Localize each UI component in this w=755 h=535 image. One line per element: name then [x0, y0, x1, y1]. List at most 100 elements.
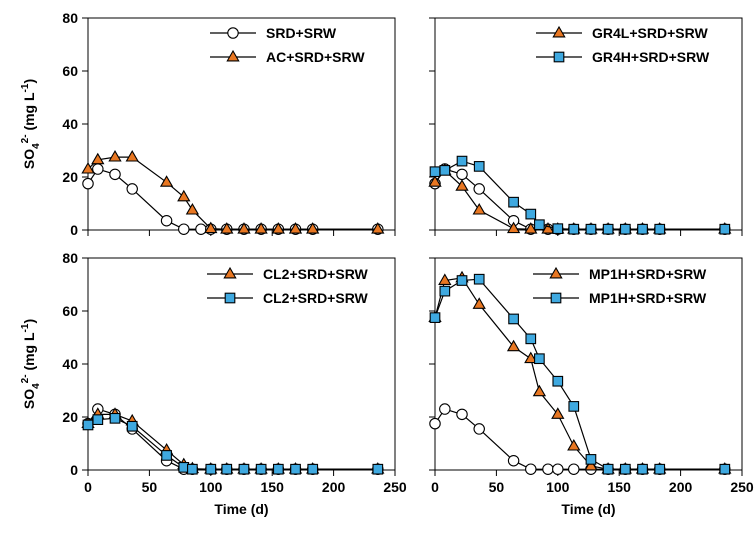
- legend-marker: [227, 27, 239, 39]
- legend-label: MP1H+SRD+SRW: [589, 290, 707, 306]
- data-point: [568, 223, 580, 235]
- data-point: [472, 297, 486, 309]
- x-tick-label: 150: [608, 479, 632, 495]
- data-point: [438, 273, 452, 285]
- data-point: [221, 463, 233, 475]
- legend: SRD+SRW AC+SRD+SRW: [210, 25, 365, 65]
- data-point: [272, 463, 284, 475]
- series-srd-srw-0: [82, 163, 384, 235]
- data-point: [238, 463, 250, 475]
- data-point: [508, 196, 519, 208]
- data-point: [439, 165, 451, 176]
- data-point: [532, 384, 547, 397]
- data-point: [456, 168, 468, 181]
- x-tick-label: 250: [383, 479, 407, 495]
- data-point: [288, 222, 303, 234]
- series-srd-srw-reference-0: [429, 403, 731, 475]
- data-point: [602, 223, 614, 235]
- y-tick-label: 60: [62, 303, 78, 319]
- legend-marker: [224, 292, 236, 304]
- data-point: [508, 313, 519, 325]
- data-point: [220, 222, 234, 234]
- data-point: [637, 463, 648, 475]
- series-cl2-srd-srw-2: [82, 412, 384, 475]
- data-point: [585, 454, 597, 465]
- legend: GR4L+SRD+SRW GR4H+SRD+SRW: [536, 25, 710, 65]
- data-point: [719, 223, 731, 235]
- y-tick-label: 40: [62, 356, 78, 372]
- data-point: [306, 222, 320, 234]
- y-tick-label: 60: [62, 63, 78, 79]
- data-point: [473, 183, 485, 195]
- legend-marker: [226, 49, 240, 62]
- series-srd-srw-reference-0: [82, 403, 384, 475]
- data-point: [456, 275, 468, 286]
- data-point: [619, 463, 631, 475]
- legend-label: CL2+SRD+SRW: [263, 290, 369, 306]
- x-axis-label: Time (d): [214, 501, 268, 517]
- y-axis-label: SO42- (mg L-1): [20, 319, 42, 409]
- data-point: [506, 221, 521, 234]
- x-tick-label: 100: [199, 479, 223, 495]
- legend: CL2+SRD+SRW CL2+SRD+SRW: [207, 266, 369, 306]
- data-point: [109, 412, 121, 424]
- data-point: [552, 463, 564, 475]
- series-ac-srd-srw-1: [81, 149, 385, 234]
- data-point: [439, 403, 451, 415]
- y-axis-label: SO42- (mg L-1): [20, 79, 42, 169]
- x-tick-label: 50: [142, 479, 158, 495]
- data-point: [254, 222, 268, 234]
- data-point: [429, 312, 441, 323]
- data-point: [455, 179, 469, 191]
- chart-panel-top-left: 0 20 40 60 80 SO42- (mg L-1) SRD+SRW AC+SRD+SRW: [20, 10, 396, 238]
- series-srd-srw-reference-0: [429, 163, 731, 235]
- series-line: [87, 168, 378, 230]
- legend-label: GR4H+SRD+SRW: [592, 49, 710, 65]
- data-point: [255, 463, 267, 475]
- data-point: [619, 223, 631, 235]
- data-point: [507, 454, 520, 467]
- data-point: [456, 155, 468, 167]
- x-tick-label: 200: [669, 479, 693, 495]
- legend-label: SRD+SRW: [266, 25, 337, 41]
- data-point: [524, 222, 538, 234]
- data-point: [429, 166, 441, 178]
- legend: MP1H+SRD+SRW MP1H+SRD+SRW: [533, 266, 707, 306]
- data-point: [602, 463, 614, 475]
- data-point: [307, 463, 319, 475]
- x-tick-label: 50: [489, 479, 505, 495]
- legend-label: MP1H+SRD+SRW: [589, 266, 707, 282]
- legend-label: CL2+SRD+SRW: [263, 266, 369, 282]
- series-cl2-srd-srw-1: [81, 407, 385, 474]
- x-axis-label: Time (d): [561, 501, 615, 517]
- data-point: [456, 408, 468, 421]
- data-point: [204, 221, 218, 234]
- x-tick-label: 0: [431, 479, 439, 495]
- data-point: [567, 438, 581, 451]
- data-point: [506, 339, 521, 352]
- data-point: [525, 463, 537, 475]
- x-tick-label: 100: [546, 479, 570, 495]
- series-line: [434, 168, 725, 230]
- data-point: [473, 273, 485, 285]
- data-point: [237, 222, 251, 234]
- data-point: [126, 420, 138, 432]
- data-point: [185, 202, 200, 215]
- data-point: [429, 417, 441, 430]
- series-line: [434, 408, 725, 470]
- data-point: [552, 375, 564, 387]
- y-tick-label: 20: [62, 409, 78, 425]
- data-point: [472, 202, 486, 215]
- data-point: [372, 463, 384, 475]
- data-point: [161, 450, 172, 461]
- legend-label: AC+SRD+SRW: [266, 49, 365, 65]
- data-point: [473, 423, 485, 435]
- data-point: [371, 222, 385, 234]
- x-tick-label: 0: [84, 479, 92, 495]
- data-point: [108, 149, 122, 162]
- series-mp1h-srd-srw-2: [429, 273, 731, 475]
- data-point: [439, 285, 451, 297]
- data-point: [187, 463, 198, 475]
- data-point: [178, 223, 190, 235]
